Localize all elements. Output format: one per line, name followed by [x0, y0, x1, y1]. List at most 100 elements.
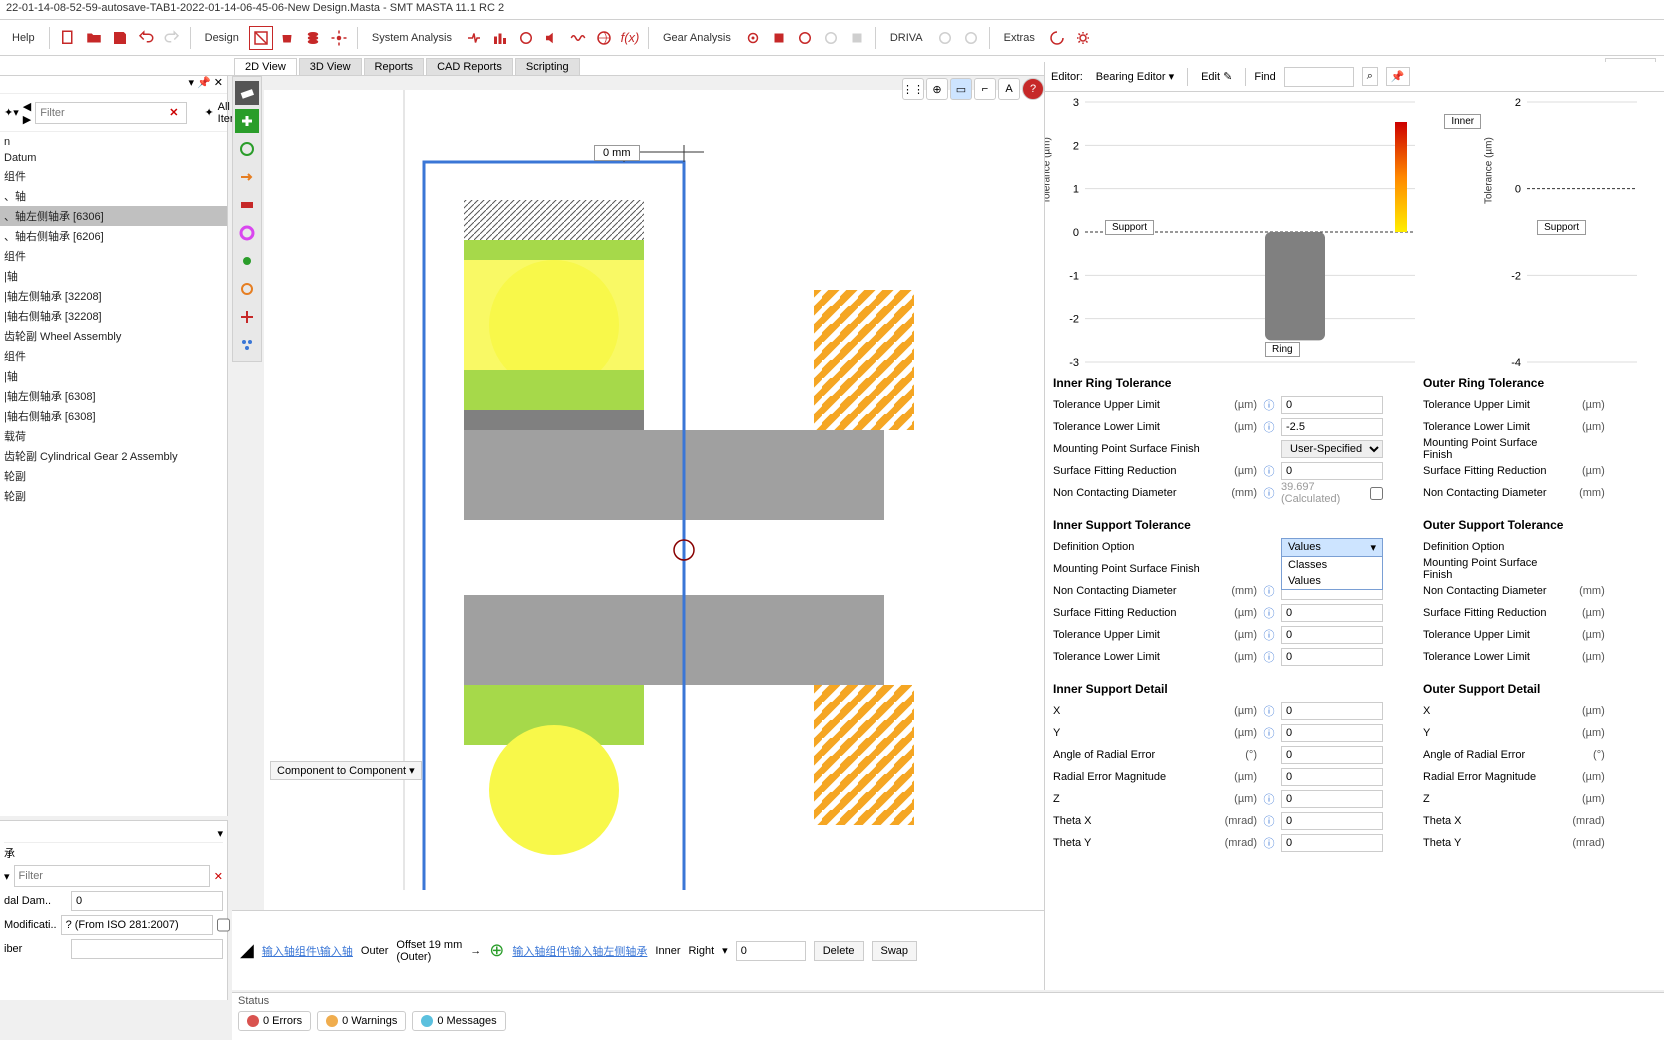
tree-nav-icon[interactable]: ◀ ▶ — [23, 100, 31, 126]
gear-analysis-menu[interactable]: Gear Analysis — [655, 28, 739, 48]
undo-icon[interactable] — [134, 26, 158, 50]
prop-input[interactable] — [1281, 812, 1383, 830]
info-icon[interactable]: ⓘ — [1261, 583, 1277, 599]
globe-icon[interactable] — [592, 26, 616, 50]
tree-item[interactable]: 齿轮副 Cylindrical Gear 2 Assembly — [0, 446, 227, 466]
tab-reports[interactable]: Reports — [364, 58, 425, 75]
tree-item[interactable]: 载荷 — [0, 426, 227, 446]
prop-input[interactable] — [1281, 702, 1383, 720]
tree-item[interactable]: |轴左侧轴承 [6308] — [0, 386, 227, 406]
tree-item[interactable]: 组件 — [0, 246, 227, 266]
props-dropdown-icon[interactable]: ▾ — [4, 870, 10, 883]
info-icon[interactable]: ⓘ — [1261, 485, 1277, 501]
prop-input[interactable] — [1281, 834, 1383, 852]
prop-input[interactable] — [1281, 768, 1383, 786]
speaker-icon[interactable] — [540, 26, 564, 50]
info-icon[interactable]: ⓘ — [1261, 463, 1277, 479]
prop-input[interactable] — [1281, 462, 1383, 480]
find-go-icon[interactable]: ⌕ — [1362, 67, 1378, 86]
properties-filter-input[interactable] — [14, 865, 210, 887]
tree-item[interactable]: |轴 — [0, 266, 227, 286]
analysis-icon-1[interactable] — [462, 26, 486, 50]
fx-icon[interactable]: f(x) — [618, 26, 642, 50]
bag-icon[interactable] — [275, 26, 299, 50]
component-tree[interactable]: nDatum组件、轴、轴左侧轴承 [6306]、轴右侧轴承 [6206]组件|轴… — [0, 132, 227, 816]
design-canvas[interactable]: ⋮⋮ ⊕ ▭ ⌐ A ? 0 mm Compo — [264, 90, 1044, 910]
gear-icon-2[interactable] — [767, 26, 791, 50]
component-mode-dropdown[interactable]: Component to Component ▾ — [270, 761, 422, 780]
circle-tool-icon[interactable] — [235, 137, 259, 161]
bearing-tool-icon[interactable] — [235, 193, 259, 217]
tree-filter-input[interactable] — [35, 102, 187, 124]
info-icon[interactable]: ⓘ — [1261, 605, 1277, 621]
save-icon[interactable] — [108, 26, 132, 50]
zoom-fit-icon[interactable]: ⊕ — [926, 78, 948, 100]
gear-icon-3[interactable] — [793, 26, 817, 50]
inner-component-link[interactable]: 输入轴组件\输入轴左侧轴承 — [512, 943, 647, 959]
prop-value-input[interactable] — [61, 915, 213, 935]
center-tool-icon[interactable] — [235, 305, 259, 329]
new-icon[interactable] — [56, 26, 80, 50]
prop-input[interactable] — [1281, 418, 1383, 436]
info-icon[interactable]: ⓘ — [1261, 397, 1277, 413]
offset-input[interactable] — [736, 941, 806, 961]
editor-type-dropdown[interactable]: Bearing Editor ▾ — [1091, 67, 1179, 86]
dropdown-option[interactable]: Values — [1282, 573, 1382, 589]
gear-icon-5[interactable] — [845, 26, 869, 50]
analysis-icon-3[interactable] — [514, 26, 538, 50]
gear-tool-icon[interactable] — [235, 277, 259, 301]
panel-pin-icon[interactable]: ▾ 📌 ✕ — [188, 76, 223, 93]
tree-item[interactable]: 组件 — [0, 346, 227, 366]
prop-input[interactable] — [1281, 724, 1383, 742]
delete-button[interactable]: Delete — [814, 941, 864, 961]
analysis-icon-2[interactable] — [488, 26, 512, 50]
prop-value-input[interactable] — [71, 891, 223, 911]
prop-input[interactable] — [1281, 790, 1383, 808]
open-icon[interactable] — [82, 26, 106, 50]
text-icon[interactable]: A — [998, 78, 1020, 100]
tree-item[interactable]: 齿轮副 Wheel Assembly — [0, 326, 227, 346]
help-icon[interactable]: ? — [1022, 78, 1044, 100]
all-items-icon[interactable]: ✦ — [204, 106, 213, 119]
info-icon[interactable]: ⓘ — [1261, 419, 1277, 435]
right-dropdown-icon[interactable]: ▾ — [722, 944, 728, 957]
find-pin-icon[interactable]: 📌 — [1386, 67, 1410, 86]
errors-pill[interactable]: 0 Errors — [238, 1011, 311, 1031]
chevron-down-icon[interactable]: ▾ — [1370, 541, 1376, 554]
design-menu[interactable]: Design — [197, 28, 247, 48]
gear-icon-4[interactable] — [819, 26, 843, 50]
tab-cad-reports[interactable]: CAD Reports — [426, 58, 513, 75]
tree-add-icon[interactable]: ✦▾ — [4, 106, 19, 119]
prop-input[interactable] — [1281, 648, 1383, 666]
prop-input[interactable] — [1281, 626, 1383, 644]
swap-button[interactable]: Swap — [872, 941, 918, 961]
panel-dropdown-icon[interactable]: ▾ — [217, 827, 223, 840]
prop-select[interactable]: User-Specified — [1281, 440, 1383, 458]
stack-icon[interactable] — [301, 26, 325, 50]
override-checkbox[interactable] — [1370, 487, 1383, 500]
wave-icon[interactable] — [566, 26, 590, 50]
info-icon[interactable]: ⓘ — [1261, 791, 1277, 807]
arrow-tool-icon[interactable] — [235, 165, 259, 189]
warnings-pill[interactable]: 0 Warnings — [317, 1011, 406, 1031]
info-icon[interactable]: ⓘ — [1261, 813, 1277, 829]
info-icon[interactable]: ⓘ — [1261, 725, 1277, 741]
design-icon[interactable] — [249, 26, 273, 50]
extras-menu[interactable]: Extras — [996, 28, 1043, 48]
tree-item[interactable]: 、轴 — [0, 186, 227, 206]
tree-item[interactable]: |轴 — [0, 366, 227, 386]
info-icon[interactable]: ⓘ — [1261, 835, 1277, 851]
system-analysis-menu[interactable]: System Analysis — [364, 28, 460, 48]
dropdown-option[interactable]: Classes — [1282, 557, 1382, 573]
info-icon[interactable]: ⓘ — [1261, 703, 1277, 719]
ring-tool-icon[interactable] — [235, 221, 259, 245]
driva-menu[interactable]: DRIVA — [882, 28, 931, 48]
redo-icon[interactable] — [160, 26, 184, 50]
canvas-tool-3-icon[interactable]: ▭ — [950, 78, 972, 100]
info-icon[interactable]: ⓘ — [1261, 649, 1277, 665]
eraser-icon[interactable] — [235, 81, 259, 105]
dot-tool-icon[interactable] — [235, 249, 259, 273]
plus-icon[interactable] — [235, 109, 259, 133]
info-icon[interactable]: ⓘ — [1261, 627, 1277, 643]
definition-dropdown[interactable]: Values▾ ClassesValues — [1281, 538, 1383, 557]
